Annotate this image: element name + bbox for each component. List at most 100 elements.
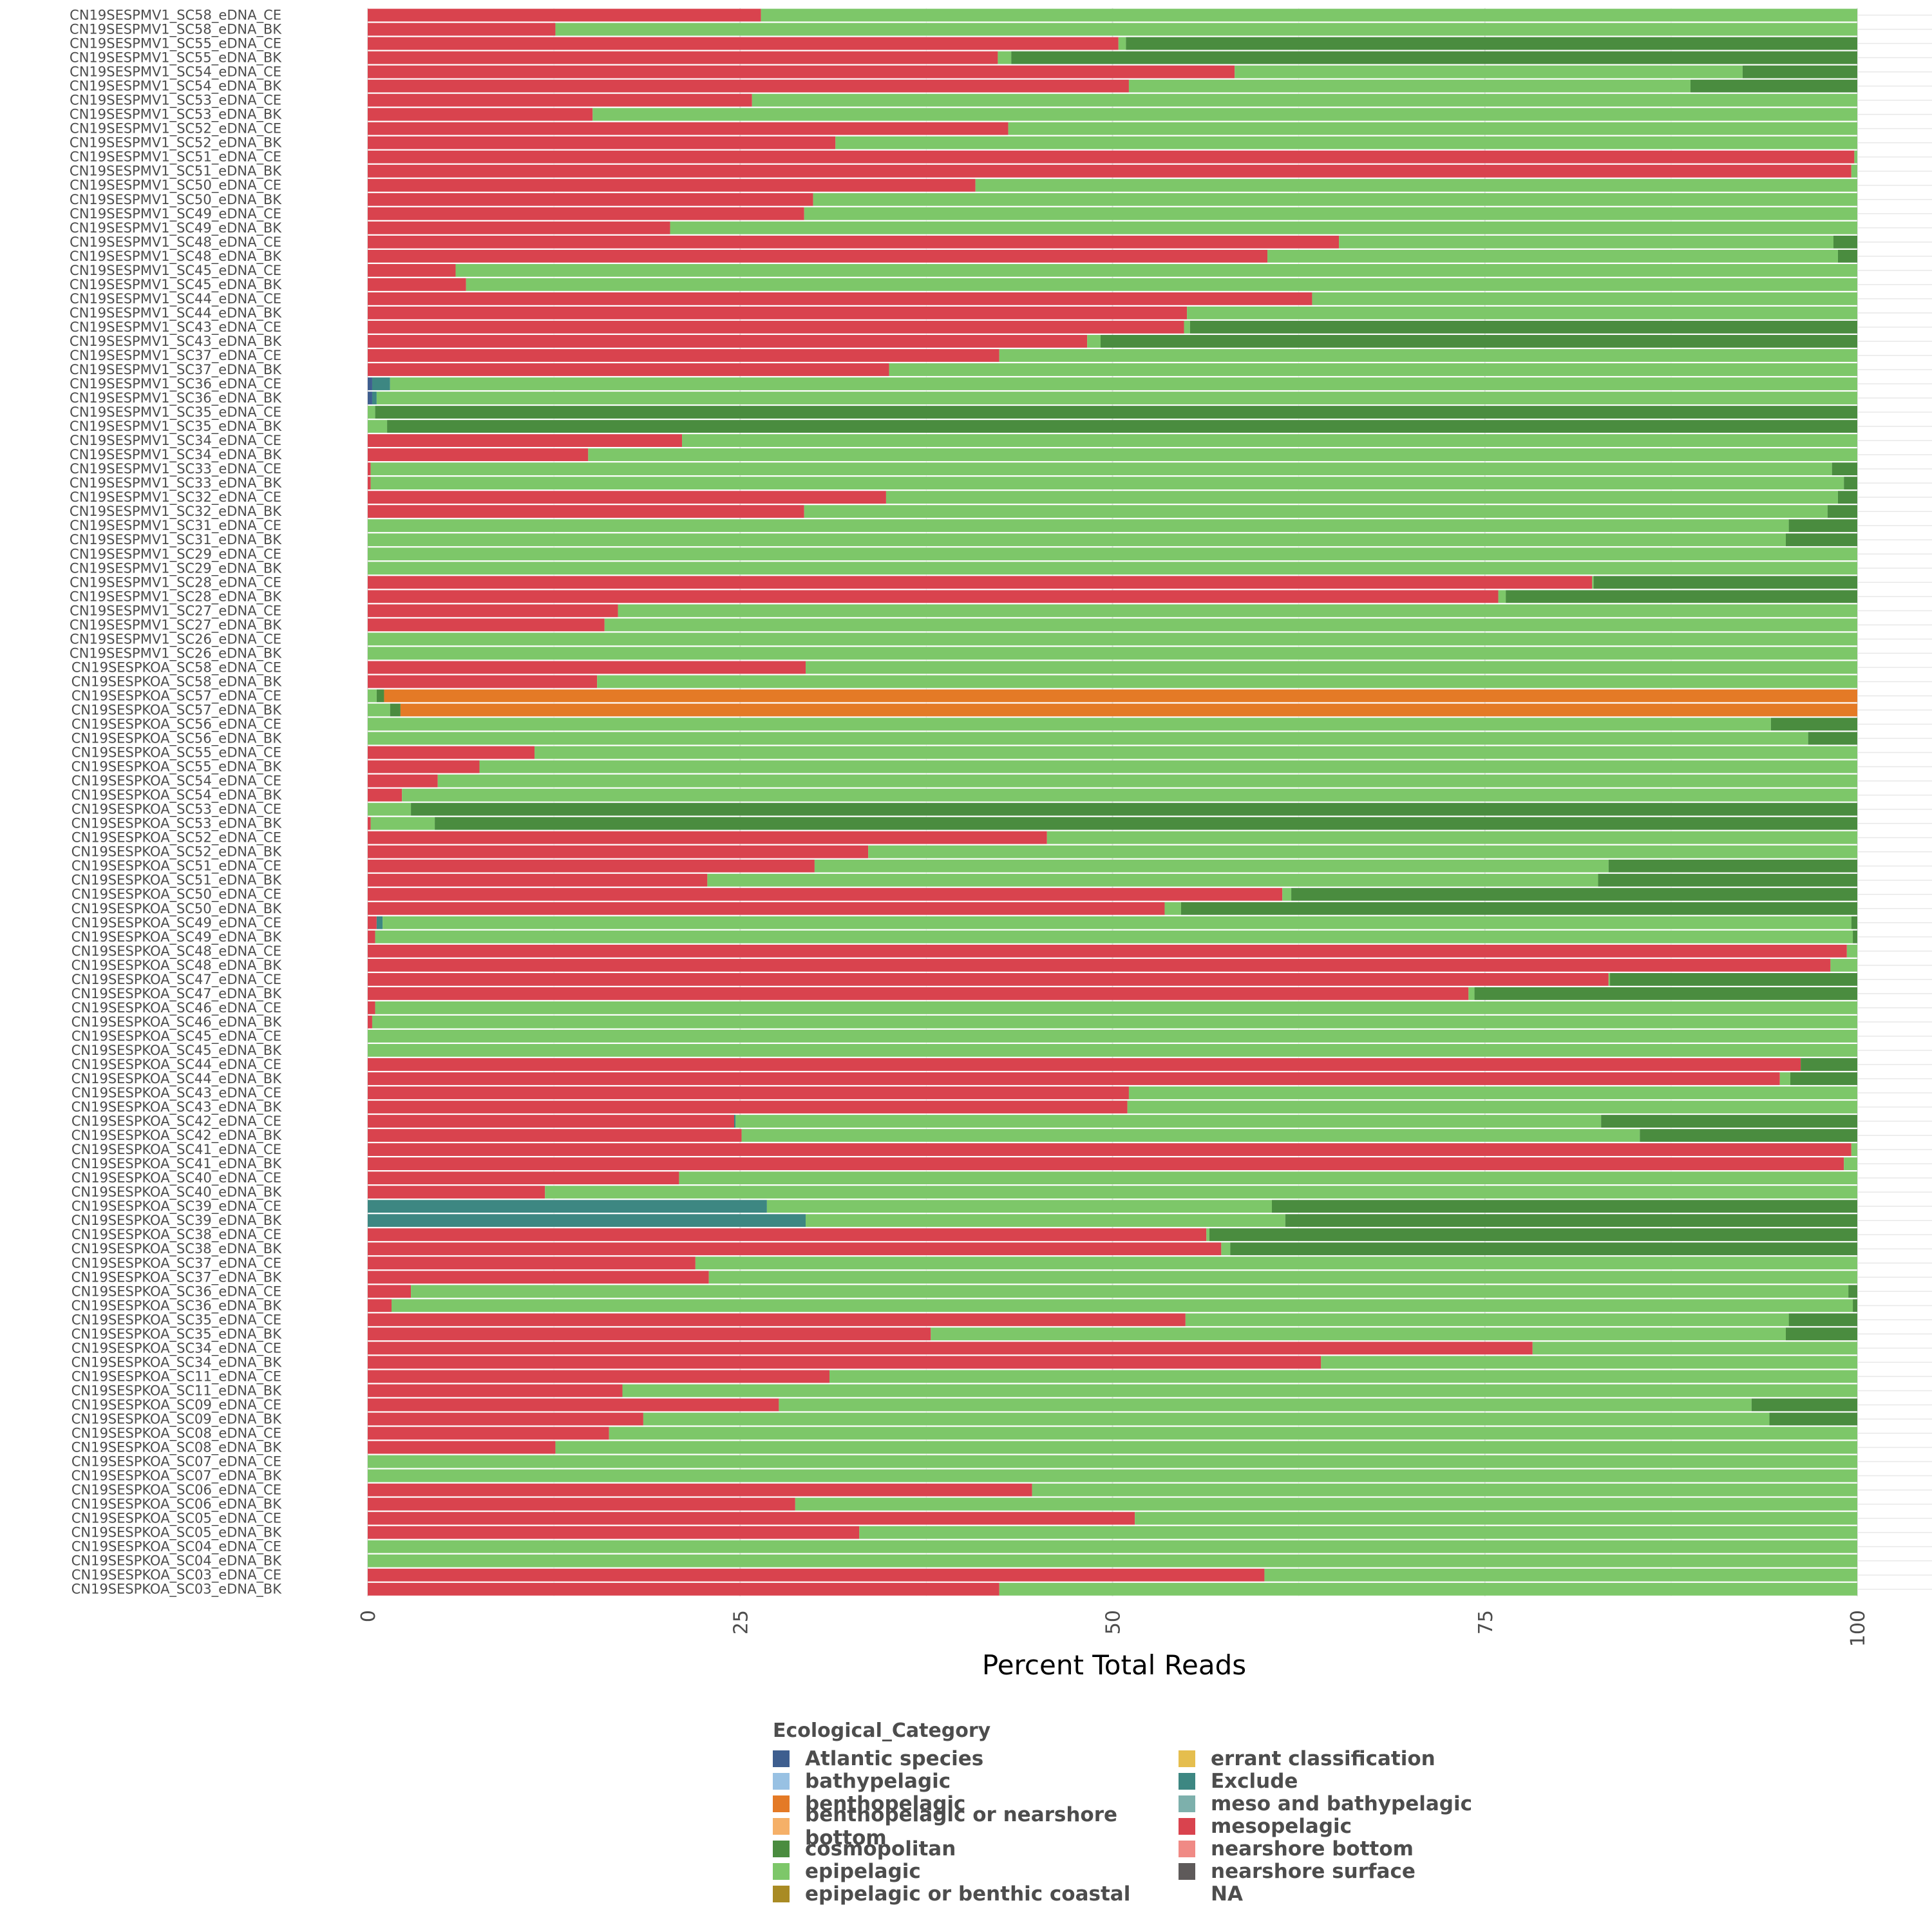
bar-segment-mesopelagic xyxy=(368,93,752,107)
bar-segment-epipelagic xyxy=(368,1030,1857,1043)
bar-segment-epipelagic xyxy=(368,632,1857,646)
bar-segment-epipelagic xyxy=(368,562,1857,575)
y-tick-label: CN19SESPKOA_SC55_eDNA_BK xyxy=(71,759,283,775)
y-tick-label: CN19SESPMV1_SC33_eDNA_BK xyxy=(70,475,282,491)
bar-segment-epipelagic xyxy=(545,1186,1857,1199)
bar-segment-mesopelagic xyxy=(368,292,1312,305)
legend-item: cosmopolitan xyxy=(773,1837,1179,1861)
bar-segment-atlantic-species xyxy=(368,392,372,404)
legend-label: epipelagic xyxy=(805,1859,921,1883)
bar-segment-epipelagic xyxy=(1135,1511,1857,1525)
y-tick-label: CN19SESPMV1_SC35_eDNA_CE xyxy=(70,404,281,421)
bar-segment-cosmopolitan xyxy=(1837,491,1857,504)
bar-segment-epipelagic xyxy=(752,93,1857,107)
bar-segment-cosmopolitan xyxy=(1474,987,1857,1000)
bar-segment-mesopelagic xyxy=(368,1568,1265,1582)
bar-segment-epipelagic xyxy=(402,788,1858,802)
bar-segment-epipelagic xyxy=(1282,887,1292,901)
y-tick-label: CN19SESPKOA_SC47_eDNA_BK xyxy=(71,986,283,1002)
bar-segment-epipelagic xyxy=(1221,1242,1231,1256)
bar-segment-epipelagic xyxy=(761,8,1857,22)
y-tick-label: CN19SESPMV1_SC27_eDNA_CE xyxy=(70,603,281,619)
bar-segment-mesopelagic xyxy=(368,164,1852,178)
bar-segment-epipelagic xyxy=(1608,972,1611,986)
y-tick-label: CN19SESPKOA_SC04_eDNA_CE xyxy=(71,1539,281,1555)
bar-segment-epipelagic xyxy=(779,1398,1752,1412)
bar-segment-cosmopolitan xyxy=(1832,462,1857,476)
bar-segment-cosmopolitan xyxy=(1788,519,1857,533)
bar-segment-mesopelagic xyxy=(368,1483,1032,1497)
bar-segment-epipelagic xyxy=(1846,944,1857,958)
y-tick-label: CN19SESPKOA_SC46_eDNA_BK xyxy=(71,1014,283,1030)
bar-segment-mesopelagic xyxy=(368,845,869,858)
bar-segment-mesopelagic xyxy=(368,307,1188,319)
y-tick-label: CN19SESPMV1_SC28_eDNA_CE xyxy=(70,574,281,591)
bar-segment-atlantic-species xyxy=(368,377,372,390)
bar-segment-mesopelagic xyxy=(368,987,1469,1000)
y-tick-label: CN19SESPKOA_SC37_eDNA_CE xyxy=(71,1255,281,1271)
bar-segment-epipelagic xyxy=(618,604,1857,618)
y-tick-label: CN19SESPKOA_SC53_eDNA_BK xyxy=(71,816,283,832)
y-tick-label: CN19SESPMV1_SC27_eDNA_BK xyxy=(70,617,282,633)
bar-segment-mesopelagic xyxy=(368,944,1847,958)
y-tick-label: CN19SESPMV1_SC32_eDNA_CE xyxy=(70,489,281,506)
bar-segment-exclude xyxy=(734,1115,736,1128)
y-tick-label: CN19SESPKOA_SC41_eDNA_CE xyxy=(71,1142,281,1158)
y-tick-label: CN19SESPKOA_SC47_eDNA_CE xyxy=(71,972,281,988)
bar-segment-mesopelagic xyxy=(368,590,1499,603)
bar-segment-epipelagic xyxy=(368,420,388,433)
bar-segment-mesopelagic xyxy=(368,349,999,362)
bar-segment-mesopelagic xyxy=(368,178,976,192)
y-tick-label: CN19SESPMV1_SC50_eDNA_CE xyxy=(70,178,281,194)
y-tick-label: CN19SESPMV1_SC28_eDNA_BK xyxy=(70,589,282,605)
y-tick-label: CN19SESPKOA_SC40_eDNA_CE xyxy=(71,1170,281,1186)
y-tick-label: CN19SESPKOA_SC51_eDNA_CE xyxy=(71,858,281,875)
bar-segment-epipelagic xyxy=(679,1171,1857,1185)
y-tick-label: CN19SESPKOA_SC05_eDNA_CE xyxy=(71,1511,281,1527)
y-tick-label: CN19SESPKOA_SC38_eDNA_CE xyxy=(71,1227,281,1243)
y-tick-label: CN19SESPKOA_SC06_eDNA_BK xyxy=(71,1497,283,1513)
bar-segment-mesopelagic xyxy=(368,1271,709,1284)
y-tick-label: CN19SESPKOA_SC43_eDNA_CE xyxy=(71,1085,281,1101)
legend-swatch xyxy=(1179,1862,1195,1880)
bar-segment-epipelagic xyxy=(806,661,1857,674)
bar-segment-mesopelagic xyxy=(368,1426,609,1440)
bar-segment-cosmopolitan xyxy=(1848,1285,1857,1298)
bar-segment-cosmopolitan xyxy=(375,406,1857,419)
bar-segment-cosmopolitan xyxy=(1844,477,1857,490)
bar-segment-cosmopolitan xyxy=(1610,972,1857,986)
bar-segment-mesopelagic xyxy=(368,1072,1780,1085)
bar-segment-mesopelagic xyxy=(368,675,598,688)
bar-segment-mesopelagic xyxy=(368,477,371,490)
bar-segment-exclude xyxy=(368,1200,767,1213)
bar-segment-epipelagic xyxy=(1128,79,1690,93)
bar-segment-epipelagic xyxy=(375,930,1853,943)
bar-segment-mesopelagic xyxy=(368,1441,556,1454)
bar-segment-mesopelagic xyxy=(368,1285,412,1298)
bar-segment-mesopelagic xyxy=(368,1497,795,1511)
bar-segment-mesopelagic xyxy=(368,193,813,206)
bar-segment-epipelagic xyxy=(1851,164,1857,178)
bar-segment-mesopelagic xyxy=(368,887,1283,901)
bar-segment-cosmopolitan xyxy=(1690,79,1857,93)
bar-segment-cosmopolitan xyxy=(1285,1214,1857,1227)
legend-swatch xyxy=(773,1772,790,1790)
bar-segment-epipelagic xyxy=(829,1370,1857,1383)
bar-segment-epipelagic xyxy=(466,278,1858,291)
bar-segment-benthopelagic xyxy=(400,703,1857,717)
bar-segment-cosmopolitan xyxy=(387,420,1857,433)
bar-segment-mesopelagic xyxy=(368,448,589,462)
bar-segment-exclude xyxy=(372,392,377,404)
y-tick-label: CN19SESPKOA_SC57_eDNA_BK xyxy=(71,702,283,718)
bar-segment-epipelagic xyxy=(695,1256,1857,1270)
legend-label: Atlantic species xyxy=(805,1747,984,1770)
y-tick-label: CN19SESPKOA_SC57_eDNA_CE xyxy=(71,688,281,704)
y-tick-label: CN19SESPKOA_SC07_eDNA_CE xyxy=(71,1454,281,1470)
bar-segment-mesopelagic xyxy=(368,263,456,277)
bar-segment-mesopelagic xyxy=(368,1582,999,1596)
bar-segment-cosmopolitan xyxy=(1853,1299,1857,1312)
y-tick-label: CN19SESPMV1_SC35_eDNA_BK xyxy=(70,419,282,435)
bar-segment-cosmopolitan xyxy=(435,817,1857,830)
legend: Ecological_Category Atlantic species erra… xyxy=(773,1719,1546,1906)
